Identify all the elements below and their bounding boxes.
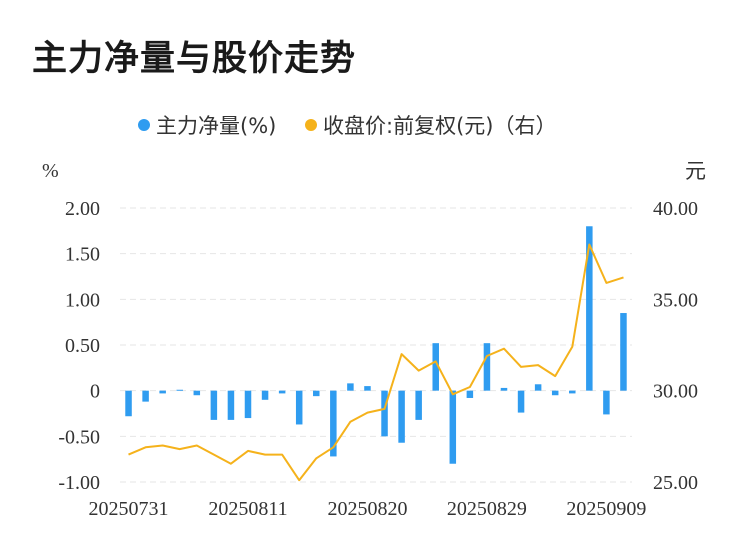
bar-series	[125, 226, 627, 464]
bar	[449, 390, 457, 464]
bar	[398, 390, 405, 443]
x-tick-label: 20250829	[447, 498, 527, 520]
bar	[364, 386, 371, 391]
bar	[381, 390, 388, 437]
x-tick-label: 20250731	[89, 498, 169, 520]
right-tick-label: 35.00	[653, 289, 698, 311]
left-axis-ticks: 2.00 1.50 1.00 0.50 0 -0.50 -1.00	[58, 198, 100, 494]
bar	[603, 390, 610, 415]
bar	[569, 390, 576, 394]
bar	[551, 390, 559, 396]
bar	[517, 390, 525, 413]
legend-label-0: 主力净量(%)	[156, 114, 276, 138]
left-tick-label: 2.00	[65, 198, 100, 220]
x-tick-label: 20250820	[327, 498, 407, 520]
right-axis-unit: 元	[685, 159, 706, 183]
right-tick-label: 30.00	[653, 381, 698, 403]
bar	[159, 390, 166, 394]
bar	[193, 390, 201, 396]
right-axis-ticks: 40.00 35.00 30.00 25.00	[653, 198, 698, 494]
bar	[534, 384, 542, 391]
bar	[500, 387, 508, 391]
bar	[466, 390, 474, 398]
bar	[347, 383, 354, 391]
left-tick-label: -0.50	[58, 426, 100, 448]
bar	[244, 390, 252, 419]
legend: 主力净量(%) 收盘价:前复权(元)（右）	[138, 114, 556, 138]
x-tick-label: 20250811	[208, 498, 287, 520]
left-tick-label: 1.00	[65, 289, 100, 311]
left-tick-label: 1.50	[65, 244, 100, 266]
price-line	[128, 243, 624, 482]
bar	[295, 390, 303, 425]
bar	[483, 343, 491, 391]
page-title: 主力净量与股价走势	[32, 39, 357, 79]
bar	[261, 390, 269, 400]
grid-lines	[120, 207, 632, 483]
bar	[227, 390, 235, 420]
left-axis-unit: %	[42, 160, 59, 182]
bar	[142, 390, 149, 402]
right-tick-label: 25.00	[653, 472, 698, 494]
bar	[620, 313, 627, 391]
bar	[415, 390, 422, 420]
legend-marker-0	[138, 119, 150, 131]
left-tick-label: 0	[90, 381, 100, 403]
bar	[176, 389, 183, 391]
bar	[210, 390, 218, 420]
left-tick-label: 0.50	[65, 335, 100, 357]
bar	[432, 343, 439, 391]
x-axis-ticks: 20250731 20250811 20250820 20250829 20250909	[89, 498, 647, 520]
bar	[313, 390, 320, 397]
axis-units: % 元	[42, 159, 706, 183]
bar	[278, 390, 286, 394]
line-series	[128, 243, 624, 482]
bar	[125, 390, 132, 417]
bar	[330, 390, 337, 457]
right-tick-label: 40.00	[653, 198, 698, 220]
x-tick-label: 20250909	[566, 498, 646, 520]
left-tick-label: -1.00	[58, 472, 100, 494]
legend-marker-1	[305, 119, 317, 131]
legend-label-1: 收盘价:前复权(元)（右）	[323, 114, 556, 138]
bar	[586, 226, 593, 391]
